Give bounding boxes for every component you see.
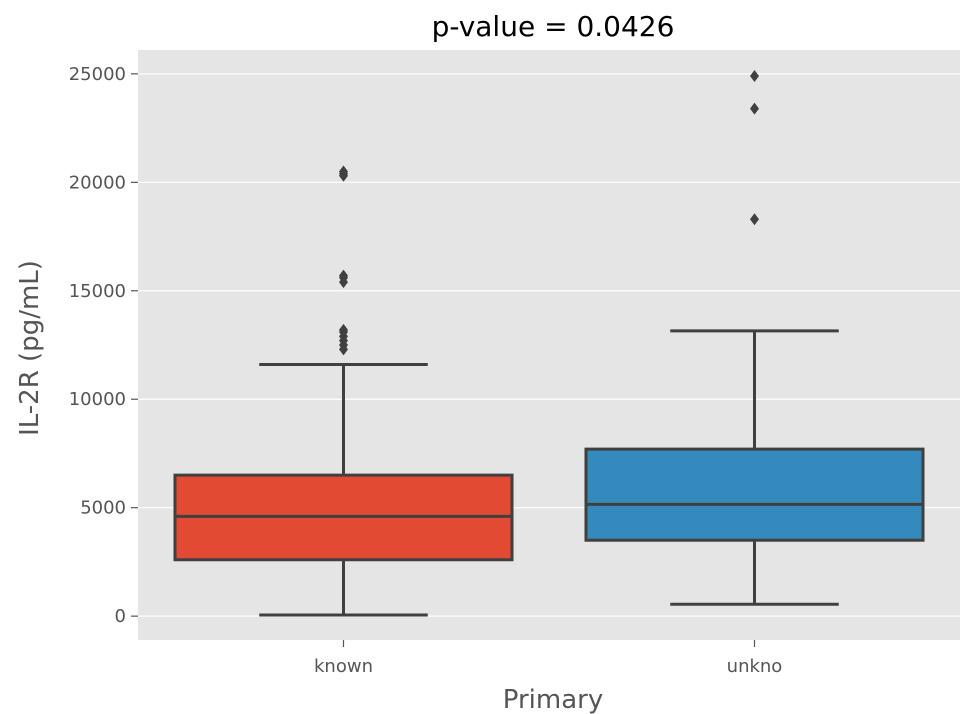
box-known <box>173 165 514 617</box>
outlier-point <box>339 269 348 282</box>
y-axis-ticks: 0 5000 10000 15000 20000 25000 <box>69 64 138 627</box>
y-tick-label: 20000 <box>69 172 126 193</box>
outlier-point <box>750 213 759 226</box>
outlier-point <box>750 70 759 83</box>
outlier-point <box>339 165 348 178</box>
box-series <box>173 70 925 617</box>
y-tick-label: 5000 <box>80 498 126 519</box>
outlier-point <box>750 102 759 115</box>
y-tick-label: 10000 <box>69 389 126 410</box>
outlier-point <box>339 323 348 336</box>
chart-title: p-value = 0.0426 <box>432 10 675 43</box>
x-axis-ticks: known unkno <box>314 640 782 677</box>
box-unkno <box>584 70 925 606</box>
x-axis-label: Primary <box>503 685 603 714</box>
box-iqr <box>584 447 925 542</box>
y-tick-label: 0 <box>115 606 126 627</box>
y-tick-label: 25000 <box>69 64 126 85</box>
y-axis-label: IL-2R (pg/mL) <box>15 260 45 436</box>
y-tick-label: 15000 <box>69 281 126 302</box>
x-tick-label: unkno <box>727 656 783 677</box>
x-tick-label: known <box>314 656 373 677</box>
